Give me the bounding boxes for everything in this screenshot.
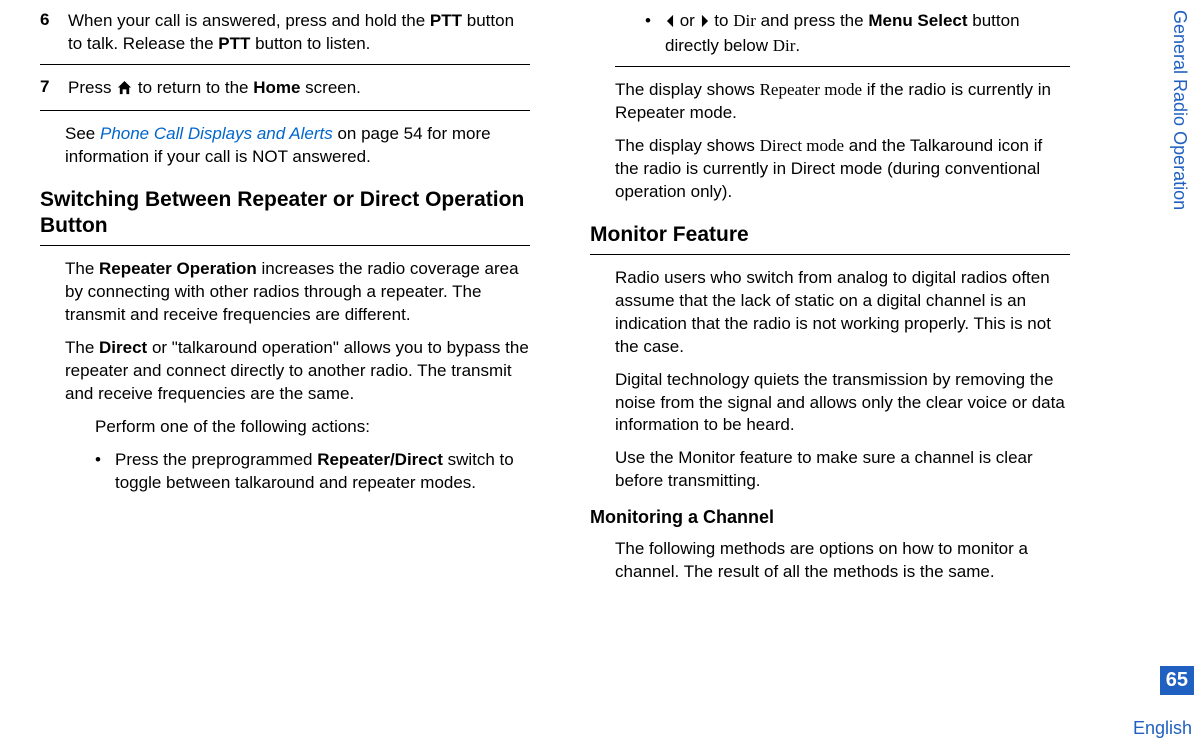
section-running-title: General Radio Operation bbox=[1169, 10, 1190, 210]
bullet-dir: • or to Dir and press the Menu Select bu… bbox=[645, 10, 1070, 58]
step-number: 6 bbox=[40, 10, 68, 56]
text: The bbox=[65, 338, 99, 357]
step-body: When your call is answered, press and ho… bbox=[68, 10, 530, 56]
heading-rule bbox=[590, 254, 1070, 255]
monitoring-channel-para: The following methods are options on how… bbox=[615, 538, 1070, 584]
ptt-label: PTT bbox=[218, 34, 250, 53]
text: When your call is answered, press and ho… bbox=[68, 11, 430, 30]
display-term: Repeater mode bbox=[760, 80, 862, 99]
divider bbox=[40, 110, 530, 111]
text: Press bbox=[68, 78, 116, 97]
text: The display shows bbox=[615, 136, 760, 155]
bullet-marker: • bbox=[95, 449, 115, 495]
display-para-repeater: The display shows Repeater mode if the r… bbox=[615, 79, 1070, 125]
bold-term: Repeater Operation bbox=[99, 259, 257, 278]
text: The bbox=[65, 259, 99, 278]
right-arrow-icon bbox=[700, 12, 710, 35]
cross-ref-link[interactable]: Phone Call Displays and Alerts bbox=[100, 124, 333, 143]
section-heading-monitor: Monitor Feature bbox=[590, 222, 1070, 248]
section-heading-repeater: Switching Between Repeater or Direct Ope… bbox=[40, 187, 530, 240]
text: See bbox=[65, 124, 100, 143]
divider bbox=[615, 66, 1070, 67]
ptt-label: PTT bbox=[430, 11, 462, 30]
bold-term: Repeater/Direct bbox=[317, 450, 443, 469]
display-term: Dir bbox=[773, 36, 796, 55]
text: The display shows bbox=[615, 80, 760, 99]
step-7: 7 Press to return to the Home screen. bbox=[40, 77, 530, 102]
divider bbox=[40, 64, 530, 65]
monitor-para-2: Digital technology quiets the transmissi… bbox=[615, 369, 1070, 438]
text: and press the bbox=[756, 11, 868, 30]
bold-term: Direct bbox=[99, 338, 147, 357]
text: . bbox=[795, 36, 800, 55]
left-column: 6 When your call is answered, press and … bbox=[40, 10, 560, 739]
step-number: 7 bbox=[40, 77, 68, 102]
home-label: Home bbox=[253, 78, 300, 97]
subheading-monitoring-channel: Monitoring a Channel bbox=[590, 507, 1070, 528]
bold-term: Menu Select bbox=[868, 11, 967, 30]
page-number: 65 bbox=[1160, 666, 1194, 695]
text: screen. bbox=[300, 78, 360, 97]
right-column: • or to Dir and press the Menu Select bu… bbox=[560, 10, 1080, 739]
perform-intro: Perform one of the following actions: bbox=[95, 416, 530, 439]
heading-rule bbox=[40, 245, 530, 246]
bullet-marker: • bbox=[645, 10, 665, 58]
step-body: Press to return to the Home screen. bbox=[68, 77, 361, 102]
left-arrow-icon bbox=[665, 12, 675, 35]
step-6: 6 When your call is answered, press and … bbox=[40, 10, 530, 56]
bullet-preprogrammed: • Press the preprogrammed Repeater/Direc… bbox=[95, 449, 530, 495]
display-term: Dir bbox=[733, 11, 756, 30]
monitor-para-1: Radio users who switch from analog to di… bbox=[615, 267, 1070, 359]
text: or bbox=[675, 11, 700, 30]
language-label: English bbox=[1133, 718, 1192, 739]
bullet-body: Press the preprogrammed Repeater/Direct … bbox=[115, 449, 530, 495]
text: to bbox=[710, 11, 734, 30]
display-para-direct: The display shows Direct mode and the Ta… bbox=[615, 135, 1070, 204]
repeater-para-2: The Direct or "talkaround operation" all… bbox=[65, 337, 530, 406]
bullet-body: or to Dir and press the Menu Select butt… bbox=[665, 10, 1070, 58]
home-icon bbox=[116, 79, 133, 102]
see-paragraph: See Phone Call Displays and Alerts on pa… bbox=[65, 123, 530, 169]
text: Press the preprogrammed bbox=[115, 450, 317, 469]
sidebar: General Radio Operation 65 English bbox=[1164, 2, 1194, 751]
text: button to listen. bbox=[250, 34, 370, 53]
repeater-para-1: The Repeater Operation increases the rad… bbox=[65, 258, 530, 327]
monitor-para-3: Use the Monitor feature to make sure a c… bbox=[615, 447, 1070, 493]
display-term: Direct mode bbox=[760, 136, 845, 155]
text: to return to the bbox=[133, 78, 253, 97]
page-content: 6 When your call is answered, press and … bbox=[0, 0, 1200, 749]
